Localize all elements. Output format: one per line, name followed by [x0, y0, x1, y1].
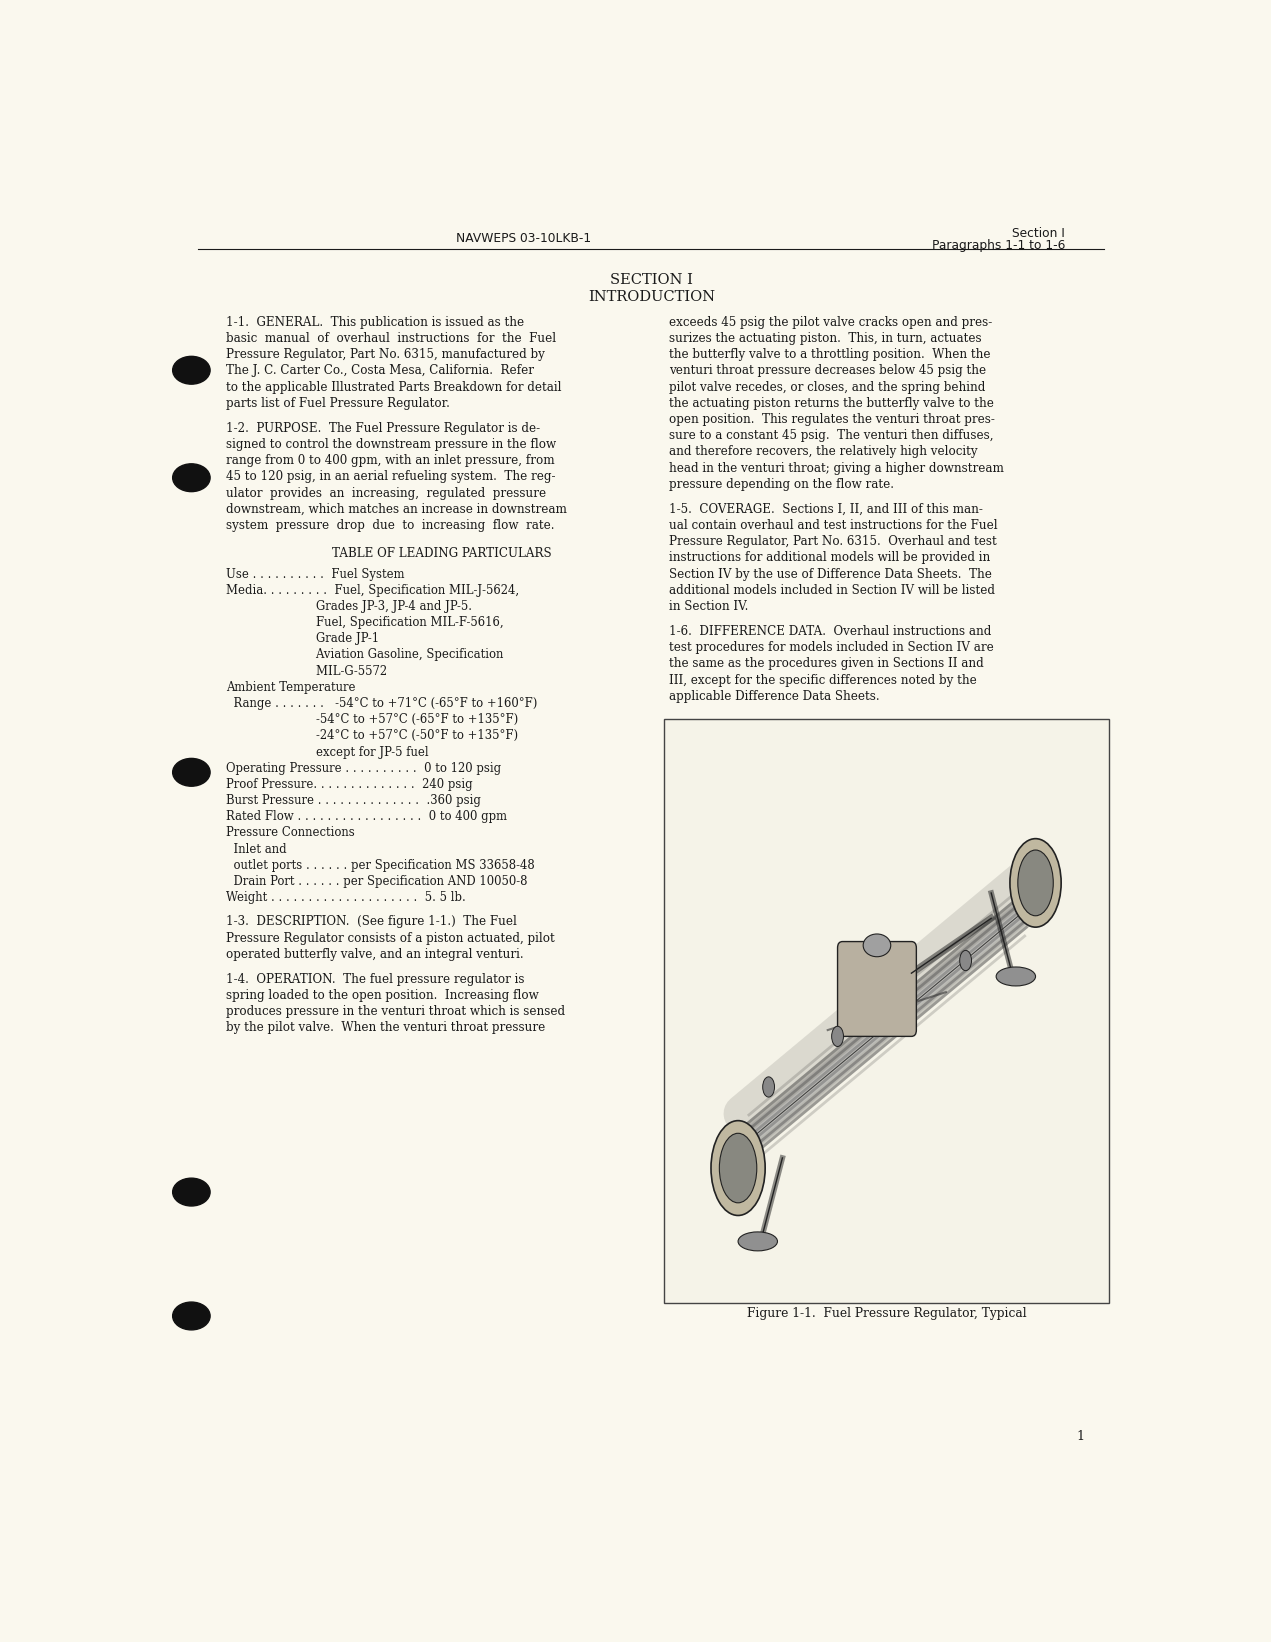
Text: spring loaded to the open position.  Increasing flow: spring loaded to the open position. Incr… — [226, 988, 539, 1002]
Text: to the applicable Illustrated Parts Breakdown for detail: to the applicable Illustrated Parts Brea… — [226, 381, 562, 394]
Text: and therefore recovers, the relatively high velocity: and therefore recovers, the relatively h… — [669, 445, 977, 458]
Text: venturi throat pressure decreases below 45 psig the: venturi throat pressure decreases below … — [669, 365, 986, 378]
Text: Grade JP-1: Grade JP-1 — [226, 632, 379, 645]
Text: SECTION I: SECTION I — [610, 274, 693, 287]
Text: Pressure Connections: Pressure Connections — [226, 826, 355, 839]
Text: Ambient Temperature: Ambient Temperature — [226, 681, 356, 695]
Ellipse shape — [863, 934, 891, 957]
Text: by the pilot valve.  When the venturi throat pressure: by the pilot valve. When the venturi thr… — [226, 1021, 545, 1034]
Text: Paragraphs 1-1 to 1-6: Paragraphs 1-1 to 1-6 — [932, 240, 1065, 253]
Bar — [665, 719, 1110, 1304]
Ellipse shape — [173, 759, 210, 787]
Text: operated butterfly valve, and an integral venturi.: operated butterfly valve, and an integra… — [226, 947, 524, 961]
Ellipse shape — [960, 951, 971, 970]
Text: applicable Difference Data Sheets.: applicable Difference Data Sheets. — [669, 690, 880, 703]
Text: 1-5.  COVERAGE.  Sections I, II, and III of this man-: 1-5. COVERAGE. Sections I, II, and III o… — [669, 502, 982, 516]
Text: Use . . . . . . . . . .  Fuel System: Use . . . . . . . . . . Fuel System — [226, 568, 404, 581]
Text: Operating Pressure . . . . . . . . . .  0 to 120 psig: Operating Pressure . . . . . . . . . . 0… — [226, 762, 501, 775]
Text: 1-2.  PURPOSE.  The Fuel Pressure Regulator is de-: 1-2. PURPOSE. The Fuel Pressure Regulato… — [226, 422, 540, 435]
Ellipse shape — [1010, 839, 1061, 928]
Text: in Section IV.: in Section IV. — [669, 599, 749, 612]
Text: range from 0 to 400 gpm, with an inlet pressure, from: range from 0 to 400 gpm, with an inlet p… — [226, 455, 554, 468]
Text: Grades JP-3, JP-4 and JP-5.: Grades JP-3, JP-4 and JP-5. — [226, 599, 472, 612]
Text: 45 to 120 psig, in an aerial refueling system.  The reg-: 45 to 120 psig, in an aerial refueling s… — [226, 471, 555, 483]
Text: Rated Flow . . . . . . . . . . . . . . . . .  0 to 400 gpm: Rated Flow . . . . . . . . . . . . . . .… — [226, 810, 507, 823]
Text: Range . . . . . . .   -54°C to +71°C (-65°F to +160°F): Range . . . . . . . -54°C to +71°C (-65°… — [226, 696, 538, 709]
Text: Inlet and: Inlet and — [226, 842, 286, 855]
Text: the same as the procedures given in Sections II and: the same as the procedures given in Sect… — [669, 657, 984, 670]
Text: MIL-G-5572: MIL-G-5572 — [226, 665, 386, 678]
Text: ulator  provides  an  increasing,  regulated  pressure: ulator provides an increasing, regulated… — [226, 486, 547, 499]
Text: parts list of Fuel Pressure Regulator.: parts list of Fuel Pressure Regulator. — [226, 397, 450, 410]
Text: downstream, which matches an increase in downstream: downstream, which matches an increase in… — [226, 502, 567, 516]
Text: pressure depending on the flow rate.: pressure depending on the flow rate. — [669, 478, 894, 491]
Text: exceeds 45 psig the pilot valve cracks open and pres-: exceeds 45 psig the pilot valve cracks o… — [669, 315, 993, 328]
Text: 1-4.  OPERATION.  The fuel pressure regulator is: 1-4. OPERATION. The fuel pressure regula… — [226, 974, 525, 985]
Text: open position.  This regulates the venturi throat pres-: open position. This regulates the ventur… — [669, 414, 995, 425]
Ellipse shape — [710, 1120, 765, 1215]
Text: Section IV by the use of Difference Data Sheets.  The: Section IV by the use of Difference Data… — [669, 568, 991, 581]
Text: Figure 1-1.  Fuel Pressure Regulator, Typical: Figure 1-1. Fuel Pressure Regulator, Typ… — [747, 1307, 1027, 1320]
Text: sure to a constant 45 psig.  The venturi then diffuses,: sure to a constant 45 psig. The venturi … — [669, 429, 994, 442]
Ellipse shape — [173, 1302, 210, 1330]
Text: surizes the actuating piston.  This, in turn, actuates: surizes the actuating piston. This, in t… — [669, 332, 981, 345]
Text: the actuating piston returns the butterfly valve to the: the actuating piston returns the butterf… — [669, 397, 994, 410]
Text: The J. C. Carter Co., Costa Mesa, California.  Refer: The J. C. Carter Co., Costa Mesa, Califo… — [226, 365, 534, 378]
Text: 1-6.  DIFFERENCE DATA.  Overhaul instructions and: 1-6. DIFFERENCE DATA. Overhaul instructi… — [669, 626, 991, 639]
Text: Burst Pressure . . . . . . . . . . . . . .  .360 psig: Burst Pressure . . . . . . . . . . . . .… — [226, 795, 480, 808]
Text: -24°C to +57°C (-50°F to +135°F): -24°C to +57°C (-50°F to +135°F) — [226, 729, 519, 742]
Text: pilot valve recedes, or closes, and the spring behind: pilot valve recedes, or closes, and the … — [669, 381, 985, 394]
Text: basic  manual  of  overhaul  instructions  for  the  Fuel: basic manual of overhaul instructions fo… — [226, 332, 555, 345]
Text: except for JP-5 fuel: except for JP-5 fuel — [226, 745, 428, 759]
Ellipse shape — [831, 1026, 844, 1046]
Text: TABLE OF LEADING PARTICULARS: TABLE OF LEADING PARTICULARS — [332, 547, 552, 560]
Text: Pressure Regulator consists of a piston actuated, pilot: Pressure Regulator consists of a piston … — [226, 931, 554, 944]
Ellipse shape — [996, 967, 1036, 985]
Text: Pressure Regulator, Part No. 6315.  Overhaul and test: Pressure Regulator, Part No. 6315. Overh… — [669, 535, 996, 548]
Text: instructions for additional models will be provided in: instructions for additional models will … — [669, 552, 990, 565]
Text: -54°C to +57°C (-65°F to +135°F): -54°C to +57°C (-65°F to +135°F) — [226, 713, 519, 726]
Text: Section I: Section I — [1012, 227, 1065, 240]
Text: the butterfly valve to a throttling position.  When the: the butterfly valve to a throttling posi… — [669, 348, 990, 361]
Text: Proof Pressure. . . . . . . . . . . . . .  240 psig: Proof Pressure. . . . . . . . . . . . . … — [226, 778, 473, 791]
Text: Pressure Regulator, Part No. 6315, manufactured by: Pressure Regulator, Part No. 6315, manuf… — [226, 348, 545, 361]
Text: test procedures for models included in Section IV are: test procedures for models included in S… — [669, 640, 994, 654]
Text: INTRODUCTION: INTRODUCTION — [587, 291, 716, 304]
Text: produces pressure in the venturi throat which is sensed: produces pressure in the venturi throat … — [226, 1005, 566, 1018]
Text: head in the venturi throat; giving a higher downstream: head in the venturi throat; giving a hig… — [669, 461, 1004, 475]
FancyBboxPatch shape — [838, 941, 916, 1036]
Ellipse shape — [738, 1232, 778, 1251]
Text: outlet ports . . . . . . per Specification MS 33658-48: outlet ports . . . . . . per Specificati… — [226, 859, 535, 872]
Text: 1-3.  DESCRIPTION.  (See figure 1-1.)  The Fuel: 1-3. DESCRIPTION. (See figure 1-1.) The … — [226, 916, 517, 928]
Ellipse shape — [173, 463, 210, 491]
Text: III, except for the specific differences noted by the: III, except for the specific differences… — [669, 673, 977, 686]
Text: signed to control the downstream pressure in the flow: signed to control the downstream pressur… — [226, 438, 555, 452]
Text: system  pressure  drop  due  to  increasing  flow  rate.: system pressure drop due to increasing f… — [226, 519, 554, 532]
Ellipse shape — [763, 1077, 774, 1097]
Ellipse shape — [173, 1179, 210, 1205]
Ellipse shape — [1018, 851, 1054, 916]
Text: 1: 1 — [1077, 1430, 1084, 1443]
Text: Weight . . . . . . . . . . . . . . . . . . . .  5. 5 lb.: Weight . . . . . . . . . . . . . . . . .… — [226, 892, 465, 905]
Text: additional models included in Section IV will be listed: additional models included in Section IV… — [669, 583, 995, 596]
Ellipse shape — [719, 1133, 756, 1204]
Text: ual contain overhaul and test instructions for the Fuel: ual contain overhaul and test instructio… — [669, 519, 998, 532]
Text: NAVWEPS 03-10LKB-1: NAVWEPS 03-10LKB-1 — [456, 232, 591, 245]
Text: Media. . . . . . . . .  Fuel, Specification MIL-J-5624,: Media. . . . . . . . . Fuel, Specificati… — [226, 583, 519, 596]
Text: Aviation Gasoline, Specification: Aviation Gasoline, Specification — [226, 649, 503, 662]
Text: Fuel, Specification MIL-F-5616,: Fuel, Specification MIL-F-5616, — [226, 616, 503, 629]
Text: 1-1.  GENERAL.  This publication is issued as the: 1-1. GENERAL. This publication is issued… — [226, 315, 524, 328]
Ellipse shape — [173, 356, 210, 384]
Text: Drain Port . . . . . . per Specification AND 10050-8: Drain Port . . . . . . per Specification… — [226, 875, 527, 888]
